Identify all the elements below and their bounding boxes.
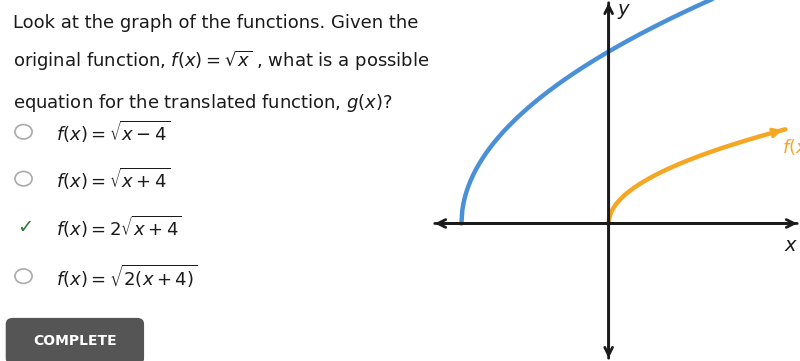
Text: $f(x) = 2\sqrt{x+4}$: $f(x) = 2\sqrt{x+4}$ — [56, 214, 182, 240]
Text: original function, $f(x) = \sqrt{x}$ , what is a possible: original function, $f(x) = \sqrt{x}$ , w… — [13, 49, 430, 73]
Text: $f(x) = \sqrt{x-4}$: $f(x) = \sqrt{x-4}$ — [56, 119, 170, 145]
Text: ✓: ✓ — [17, 218, 34, 237]
Text: equation for the translated function, $g(x)$?: equation for the translated function, $g… — [13, 92, 393, 114]
Text: $x$: $x$ — [784, 235, 798, 255]
Text: COMPLETE: COMPLETE — [33, 334, 117, 348]
FancyBboxPatch shape — [6, 319, 143, 361]
Text: $y$: $y$ — [617, 2, 631, 21]
Text: $f(x) = \sqrt{x+4}$: $f(x) = \sqrt{x+4}$ — [56, 166, 170, 192]
Text: $f(x)$: $f(x)$ — [782, 137, 800, 157]
Text: Look at the graph of the functions. Given the: Look at the graph of the functions. Give… — [13, 14, 418, 32]
Text: $f(x) = \sqrt{2(x+4)}$: $f(x) = \sqrt{2(x+4)}$ — [56, 262, 197, 290]
